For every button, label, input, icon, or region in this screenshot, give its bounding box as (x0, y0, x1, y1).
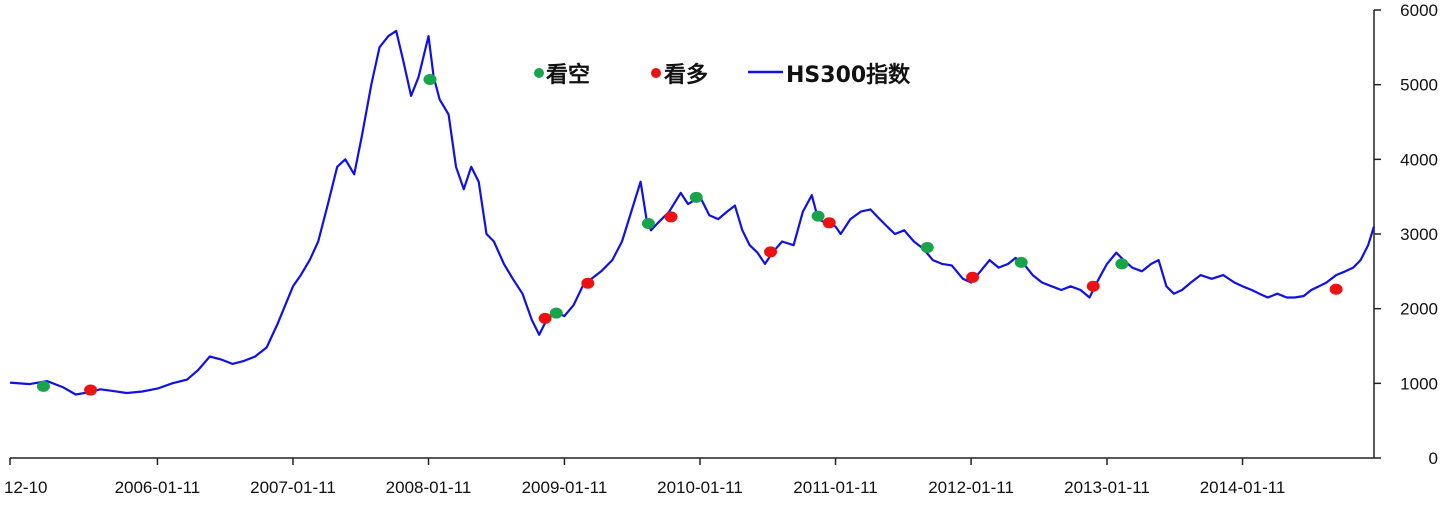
x-tick-label: 12-10 (4, 478, 47, 497)
x-tick-label: 2010-01-11 (657, 478, 743, 497)
y-axis: 0 1000 2000 3000 4000 5000 6000 (1373, 1, 1438, 468)
y-tick-label: 6000 (1400, 1, 1438, 20)
x-tick-label: 2007-01-11 (250, 478, 336, 497)
y-tick-label: 1000 (1400, 374, 1438, 393)
signal-point-bullish (1086, 280, 1100, 292)
x-tick-label: 2014-01-11 (1200, 478, 1286, 497)
y-tick-label: 0 (1429, 449, 1438, 468)
signal-point-bullish (538, 312, 552, 324)
signal-point-bearish (36, 380, 50, 392)
series-layer (9, 29, 1376, 396)
y-tick-label: 3000 (1400, 225, 1438, 244)
signal-point-bullish (764, 246, 778, 258)
x-tick-label: 2009-01-11 (522, 478, 608, 497)
legend-label-bullish: 看多 (664, 62, 708, 88)
signal-point-bullish (84, 384, 98, 396)
signal-point-bullish (822, 217, 836, 229)
signal-point-bullish (581, 277, 595, 289)
legend-marker-bearish (534, 68, 544, 78)
signal-point-bearish (549, 307, 563, 319)
legend-label-hs300: HS300指数 (786, 62, 911, 88)
legend: 看空 看多 HS300指数 (534, 62, 911, 88)
x-tick-label: 2012-01-11 (928, 478, 1014, 497)
series-line-HS300- (9, 29, 1376, 396)
y-tick-label: 4000 (1400, 150, 1438, 169)
signal-point-bearish (1014, 256, 1028, 268)
y-tick-label: 2000 (1400, 300, 1438, 319)
legend-marker-bullish (651, 68, 661, 78)
x-axis: 12-10 2006-01-11 2007-01-11 2008-01-11 2009-… (4, 457, 1374, 497)
signal-point-bearish (1115, 258, 1129, 270)
signal-layer (36, 73, 1343, 396)
y-tick-label: 5000 (1400, 76, 1438, 95)
signal-point-bearish (920, 241, 934, 253)
x-tick-label: 2011-01-11 (793, 478, 877, 497)
signal-point-bearish (641, 218, 655, 230)
signal-point-bullish (966, 271, 980, 283)
x-tick-label: 2006-01-11 (115, 478, 201, 497)
signal-point-bullish (1329, 283, 1343, 295)
signal-point-bearish (689, 191, 703, 203)
legend-label-bearish: 看空 (546, 62, 590, 88)
signal-point-bearish (811, 210, 825, 222)
signal-point-bullish (664, 211, 678, 223)
x-tick-label: 2008-01-11 (386, 478, 472, 497)
signal-point-bearish (423, 73, 437, 85)
x-tick-label: 2013-01-11 (1064, 478, 1150, 497)
